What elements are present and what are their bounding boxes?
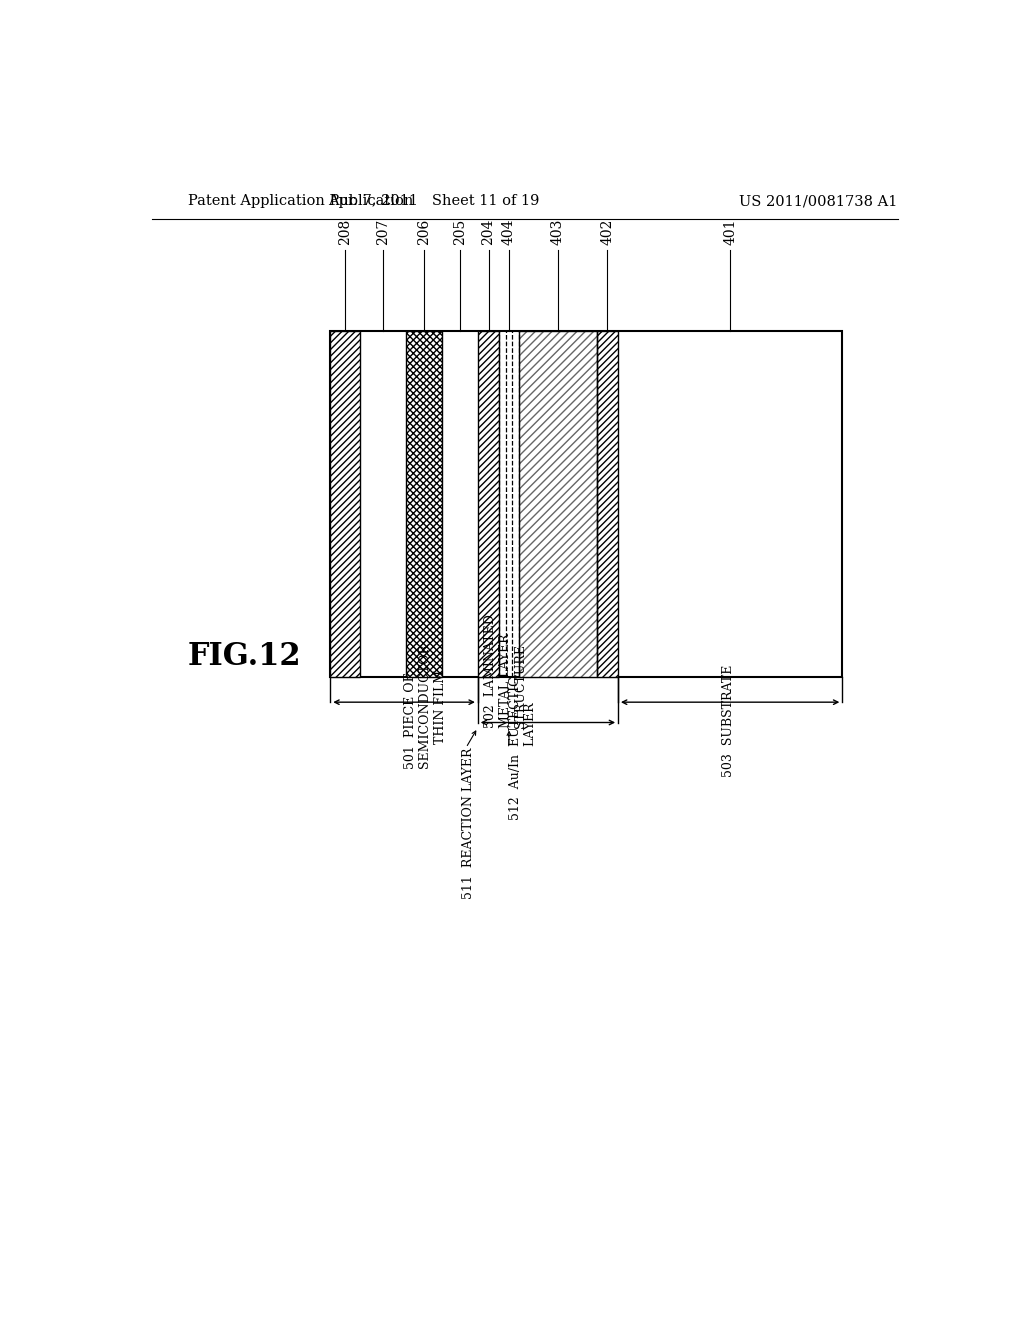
Bar xyxy=(331,331,360,677)
Text: 402: 402 xyxy=(600,218,614,244)
Bar xyxy=(478,331,500,677)
Text: 206: 206 xyxy=(417,219,431,244)
Text: 205: 205 xyxy=(453,219,467,244)
Text: 403: 403 xyxy=(551,218,564,244)
Text: 207: 207 xyxy=(376,218,390,244)
Text: US 2011/0081738 A1: US 2011/0081738 A1 xyxy=(739,194,898,209)
Bar xyxy=(407,331,442,677)
Text: 401: 401 xyxy=(723,218,737,244)
Bar xyxy=(407,331,442,677)
Text: 208: 208 xyxy=(338,219,352,244)
Text: 501  PIECE OF
       SEMICONDUCTOR
       THIN FILM: 501 PIECE OF SEMICONDUCTOR THIN FILM xyxy=(404,644,447,797)
Bar xyxy=(597,331,618,677)
Text: 404: 404 xyxy=(502,218,516,244)
Text: 512  Au/In  EUTECTIC
            LAYER: 512 Au/In EUTECTIC LAYER xyxy=(509,676,537,820)
Bar xyxy=(597,331,618,677)
Bar xyxy=(519,331,597,677)
Text: 204: 204 xyxy=(481,218,496,244)
Bar xyxy=(331,331,360,677)
Text: 503  SUBSTRATE: 503 SUBSTRATE xyxy=(722,664,735,776)
Bar xyxy=(478,331,500,677)
Bar xyxy=(519,331,597,677)
Text: 511  REACTION LAYER: 511 REACTION LAYER xyxy=(462,748,475,899)
Text: Patent Application Publication: Patent Application Publication xyxy=(187,194,413,209)
Bar xyxy=(331,331,842,677)
Text: Apr. 7, 2011   Sheet 11 of 19: Apr. 7, 2011 Sheet 11 of 19 xyxy=(328,194,540,209)
Text: 502  LAMINATED
METAL LAYER
STRUCTURE: 502 LAMINATED METAL LAYER STRUCTURE xyxy=(484,614,527,727)
Text: FIG.12: FIG.12 xyxy=(187,642,301,672)
